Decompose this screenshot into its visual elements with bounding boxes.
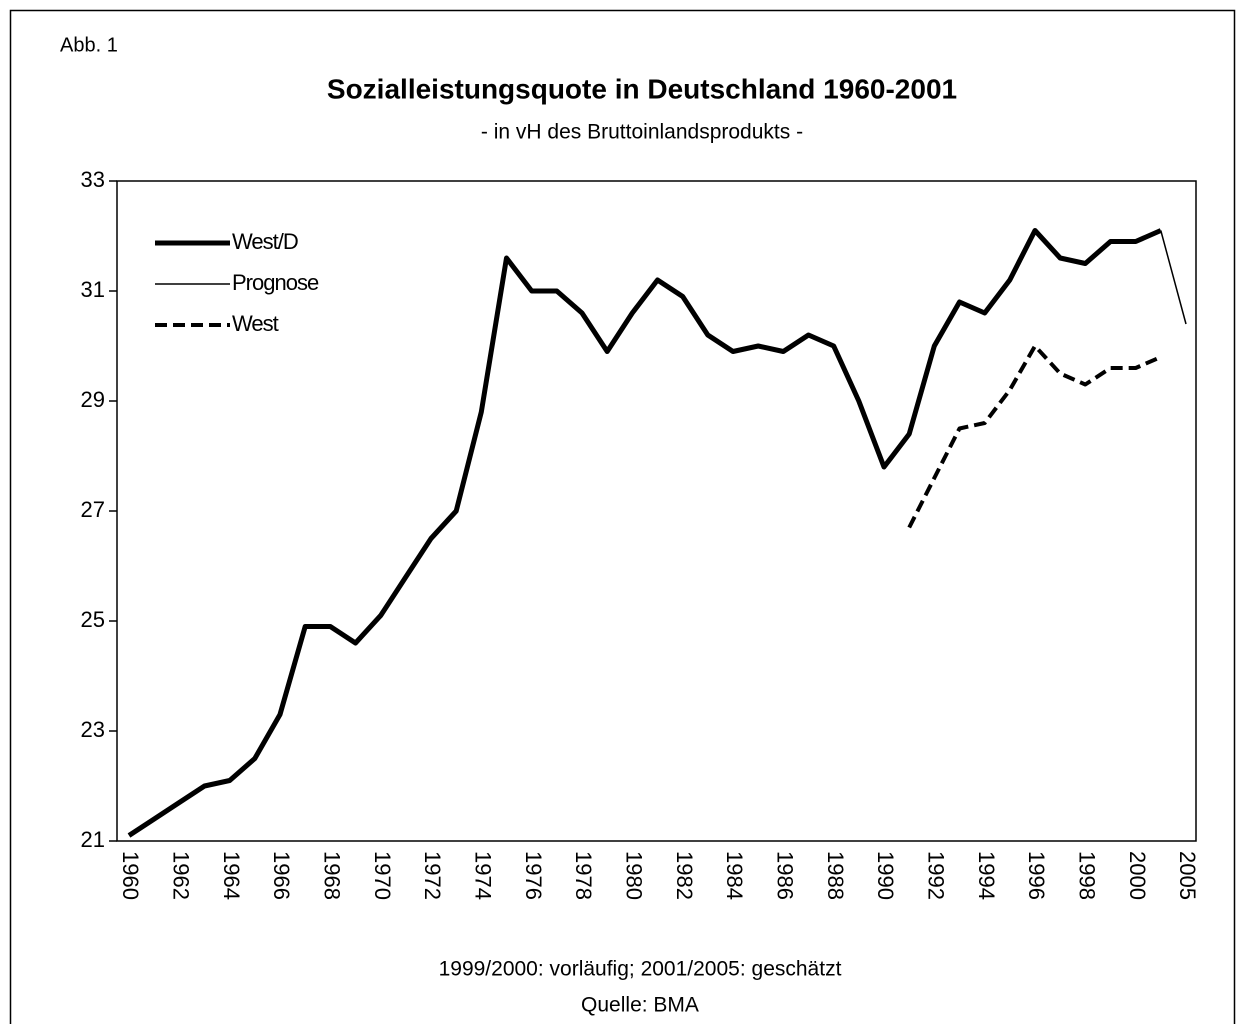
x-tick-label: 1978 [571, 851, 596, 900]
chart-subtitle: - in vH des Bruttoinlandsprodukts - [481, 121, 803, 144]
legend-label: Prognose [232, 270, 319, 295]
x-tick-label: 1972 [420, 851, 445, 900]
line-series [907, 344, 1162, 529]
x-tick-label: 1962 [169, 851, 194, 900]
x-tick-label: 1974 [471, 851, 496, 900]
page-border [9, 9, 1236, 1024]
x-tick-label: 1970 [370, 851, 395, 900]
legend-label: West/D [232, 229, 298, 254]
x-tick-label: 1982 [672, 851, 697, 900]
x-tick-label: 1966 [269, 851, 294, 900]
x-tick-label: 1992 [924, 851, 949, 900]
x-tick-label: 1990 [873, 851, 898, 900]
figure-label: Abb. 1 [60, 34, 118, 56]
x-tick-label: 1996 [1024, 851, 1049, 900]
y-tick-label: 29 [81, 387, 105, 412]
legend-label: West [232, 311, 279, 336]
x-tick-label: 2000 [1125, 851, 1150, 900]
x-tick-label: 1998 [1075, 851, 1100, 900]
x-tick-label: 1964 [219, 851, 244, 900]
x-tick-label: 1976 [521, 851, 546, 900]
y-tick-label: 21 [81, 827, 105, 852]
line-series [1160, 230, 1187, 325]
x-tick-label: 1968 [320, 851, 345, 900]
x-tick-label: 1980 [622, 851, 647, 900]
y-tick-label: 31 [81, 277, 105, 302]
x-tick-label: 1960 [118, 851, 143, 900]
y-tick-label: 27 [81, 497, 105, 522]
x-tick-label: 2005 [1175, 851, 1200, 900]
x-tick-label: 1988 [823, 851, 848, 900]
x-tick-label: 1986 [773, 851, 798, 900]
y-tick-label: 33 [81, 167, 105, 192]
x-tick-label: 1994 [974, 851, 999, 900]
chart-title: Sozialleistungsquote in Deutschland 1960… [327, 73, 957, 104]
line-series [127, 228, 1162, 838]
x-tick-label: 1984 [722, 851, 747, 900]
y-tick-label: 23 [81, 717, 105, 742]
y-tick-label: 25 [81, 607, 105, 632]
source: Quelle: BMA [581, 994, 699, 1017]
footnote: 1999/2000: vorläufig; 2001/2005: geschät… [439, 958, 842, 981]
